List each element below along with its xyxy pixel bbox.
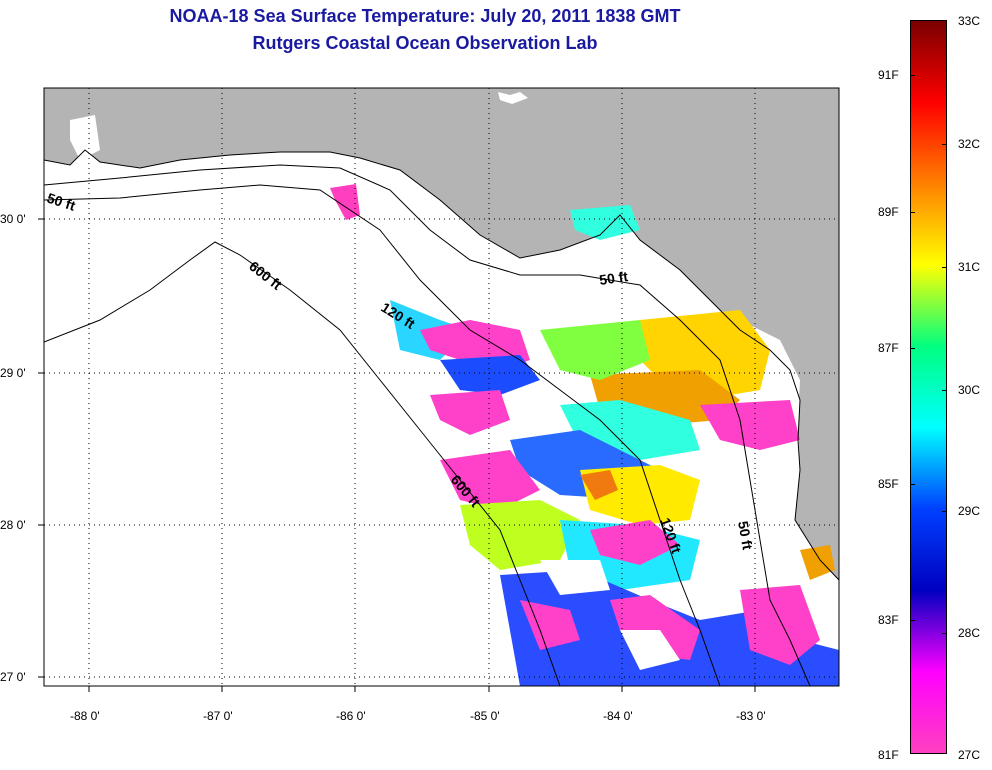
contour-600ft: [44, 241, 561, 686]
colorbar-tick: [910, 212, 915, 213]
celsius-label: 31C: [958, 260, 981, 274]
celsius-label: 33C: [958, 14, 981, 28]
lat-tick-label: 30 0': [0, 212, 26, 226]
fahrenheit-label: 89F: [878, 205, 899, 219]
colorbar-tick: [942, 511, 947, 512]
map-frame: [43, 87, 840, 687]
celsius-label: 32C: [958, 137, 981, 151]
coastline: [44, 149, 839, 581]
fahrenheit-label: 85F: [878, 477, 899, 491]
colorbar-tick: [942, 267, 947, 268]
lat-tick-label: 27 0': [0, 670, 26, 684]
sst-data-layer: [330, 184, 839, 686]
lat-tick-label: 29 0': [0, 366, 26, 380]
colorbar-tick: [910, 620, 915, 621]
bay-inlet: [70, 115, 100, 160]
contour-120ft: [44, 184, 721, 686]
colorbar-tick: [942, 390, 947, 391]
contour-label: 50 ft: [735, 520, 756, 551]
colorbar-tick: [910, 348, 915, 349]
lat-tick-label: 28 0': [0, 518, 26, 532]
celsius-label: 28C: [958, 626, 981, 640]
lon-tick-label: -88 0': [70, 709, 100, 723]
colorbar-tick: [942, 144, 947, 145]
fahrenheit-label: 83F: [878, 613, 899, 627]
lon-tick-label: -85 0': [470, 709, 500, 723]
fahrenheit-label: 81F: [878, 748, 899, 762]
fahrenheit-label: 87F: [878, 341, 899, 355]
temperature-colorbar: [910, 20, 947, 754]
map-subtitle: Rutgers Coastal Ocean Observation Lab: [252, 33, 598, 53]
frame-ticks: [38, 218, 756, 692]
lon-tick-label: -84 0': [603, 709, 633, 723]
colorbar-tick: [942, 633, 947, 634]
colorbar-tick: [910, 484, 915, 485]
contour-50ft: [44, 164, 811, 686]
lon-tick-label: -86 0': [336, 709, 366, 723]
lon-tick-label: -87 0': [203, 709, 233, 723]
celsius-label: 27C: [958, 748, 981, 762]
colorbar-tick: [910, 75, 915, 76]
contour-label: 50 ft: [598, 268, 629, 288]
celsius-label: 29C: [958, 504, 981, 518]
celsius-label: 30C: [958, 383, 981, 397]
island: [498, 92, 528, 104]
fahrenheit-label: 91F: [878, 68, 899, 82]
map-title: NOAA-18 Sea Surface Temperature: July 20…: [169, 6, 681, 26]
lon-tick-label: -83 0': [736, 709, 766, 723]
